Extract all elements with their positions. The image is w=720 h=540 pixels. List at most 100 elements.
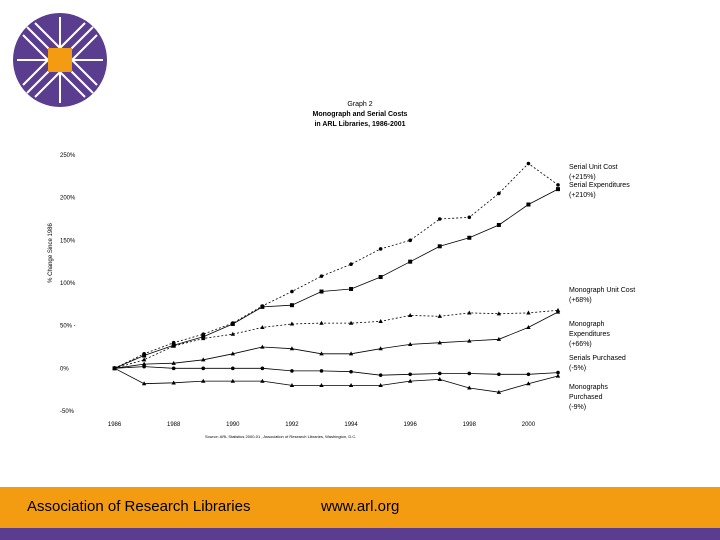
data-point — [260, 324, 265, 329]
data-point — [348, 351, 354, 356]
data-point — [526, 372, 531, 377]
data-point — [437, 217, 442, 221]
data-point — [496, 389, 502, 394]
series-line — [114, 311, 559, 369]
data-point — [555, 373, 561, 378]
series-line — [114, 188, 559, 369]
series-line — [114, 309, 559, 369]
data-point — [378, 346, 383, 351]
data-point — [319, 320, 324, 325]
data-point — [260, 344, 265, 349]
series-line — [114, 162, 559, 369]
data-point — [408, 238, 412, 243]
data-point — [407, 378, 413, 383]
y-tick-label: 250% — [60, 153, 76, 159]
x-tick-label: 1996 — [404, 422, 418, 428]
data-point — [526, 310, 531, 315]
data-point — [408, 259, 413, 264]
data-point — [201, 357, 206, 362]
data-point — [467, 371, 472, 376]
data-point — [289, 303, 294, 308]
x-tick-label: 1988 — [167, 422, 181, 428]
data-point — [496, 222, 501, 227]
data-point — [319, 289, 324, 294]
data-point — [171, 343, 176, 348]
data-point — [526, 324, 531, 329]
bottom-stripe — [0, 528, 720, 540]
data-point — [319, 351, 324, 356]
data-point — [201, 336, 206, 341]
data-point — [556, 183, 560, 187]
y-tick-label: 200% — [60, 196, 76, 202]
series-label: Serial Unit Cost — [569, 164, 618, 171]
data-point — [378, 319, 383, 323]
series-label: Monographs — [569, 384, 608, 391]
data-point — [378, 373, 383, 377]
data-point — [526, 161, 531, 166]
data-point — [230, 378, 236, 383]
series-label: Monograph Unit Cost — [569, 287, 635, 294]
data-point — [231, 366, 235, 371]
series-label: (+210%) — [569, 192, 596, 199]
data-point — [142, 353, 147, 358]
graph-label: Graph 2 — [347, 101, 373, 108]
data-point — [348, 383, 354, 387]
series-label: Purchased — [569, 394, 603, 401]
data-point — [349, 262, 353, 267]
data-point — [496, 311, 502, 316]
series-label: (+68%) — [569, 297, 592, 304]
data-point — [319, 369, 324, 373]
footer-url-link[interactable]: www.arl.org — [321, 498, 400, 515]
series-label: (+215%) — [569, 174, 596, 181]
data-point — [437, 313, 442, 318]
y-tick-label: 150% — [60, 238, 76, 244]
series-label: Expenditures — [569, 331, 610, 338]
y-tick-label: -50% — [60, 409, 75, 415]
data-point — [467, 310, 472, 315]
data-point — [407, 342, 413, 347]
data-point — [348, 320, 354, 325]
data-point — [437, 244, 442, 249]
footer-org-name: Association of Research Libraries — [27, 498, 251, 515]
data-point — [349, 369, 353, 374]
y-tick-label: 0% — [60, 366, 69, 372]
data-point — [556, 187, 560, 192]
data-point — [201, 366, 206, 371]
series-label: (-5%) — [569, 365, 586, 372]
series-line — [114, 366, 559, 376]
data-point — [112, 365, 117, 370]
data-point — [437, 371, 442, 376]
data-point — [289, 346, 295, 351]
x-tick-label: 2000 — [522, 422, 536, 428]
y-tick-label: 50% - — [60, 324, 76, 330]
data-point — [408, 372, 412, 377]
data-point — [437, 340, 442, 345]
data-point — [141, 357, 147, 362]
data-point — [201, 378, 206, 383]
data-point — [526, 202, 531, 207]
data-point — [230, 351, 236, 356]
data-point — [349, 286, 354, 291]
data-point — [141, 381, 147, 386]
x-tick-label: 1986 — [108, 422, 122, 428]
data-point — [290, 369, 294, 373]
arl-logo-icon — [13, 13, 107, 107]
series-label: (-9%) — [569, 404, 586, 411]
data-point — [171, 380, 176, 385]
data-point — [497, 191, 501, 196]
source-note: Source: ARL Statistics 2000-01 , Associa… — [205, 434, 357, 439]
data-point — [378, 275, 383, 280]
data-point — [260, 378, 265, 383]
data-point — [142, 364, 146, 369]
line-chart: -50% 0% 50% - 100% 150% 200% 250% 1986 1988 1990 1… — [48, 153, 635, 428]
data-point — [467, 215, 472, 220]
data-point — [555, 309, 561, 314]
series-label: Monograph — [569, 321, 605, 328]
data-point — [289, 383, 295, 387]
data-point — [407, 313, 413, 318]
y-tick-label: 100% — [60, 281, 76, 287]
data-point — [467, 235, 472, 240]
data-point — [260, 366, 265, 371]
series-line — [114, 367, 559, 393]
data-point — [378, 247, 383, 251]
